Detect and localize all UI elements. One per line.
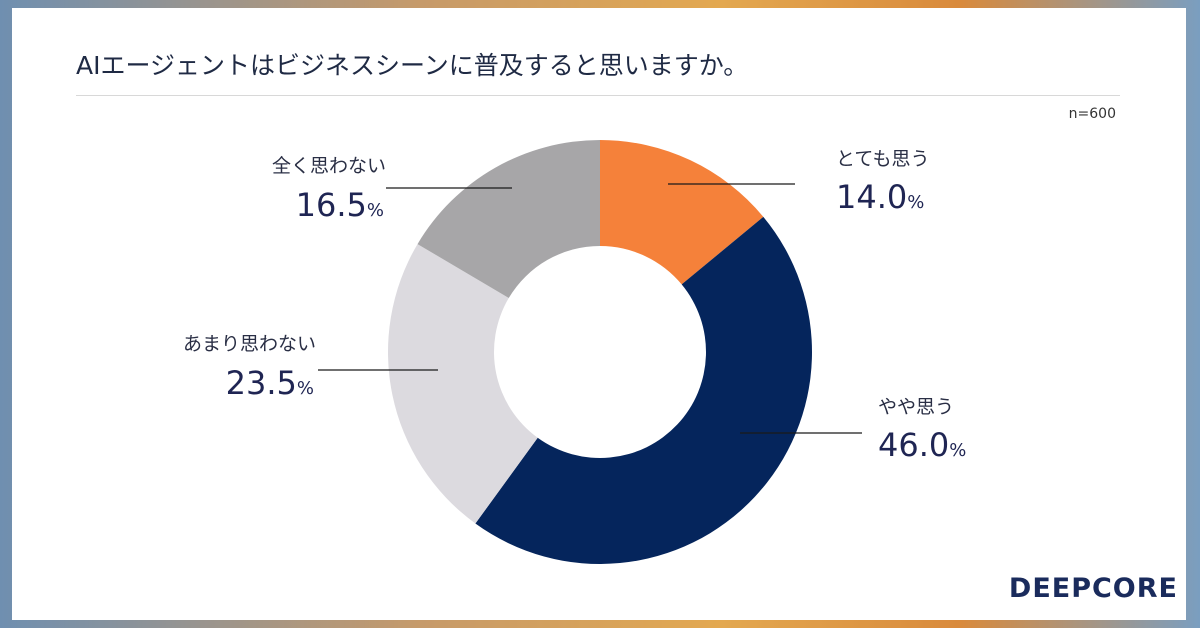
donut-slice-3 <box>417 140 600 299</box>
slice-value-1: 46.0% <box>878 426 966 464</box>
slice-value-0: 14.0% <box>836 178 924 216</box>
slice-label-1: やや思う <box>878 396 954 418</box>
slice-value-3: 16.5% <box>296 186 384 224</box>
slice-label-0: とても思う <box>836 148 929 170</box>
deepcore-logo: DEEPCORE <box>1008 573 1178 604</box>
title-divider <box>76 95 1120 96</box>
donut-slice-2 <box>388 244 538 524</box>
slice-label-2: あまり思わない <box>183 333 316 355</box>
chart-title: AIエージェントはビジネスシーンに普及すると思いますか。 <box>76 51 749 80</box>
donut-slice-0 <box>600 140 764 285</box>
donut-slice-1 <box>475 216 813 565</box>
slice-value-2: 23.5% <box>226 364 314 402</box>
slice-label-3: 全く思わない <box>272 155 386 177</box>
sample-size: n=600 <box>1068 106 1116 122</box>
